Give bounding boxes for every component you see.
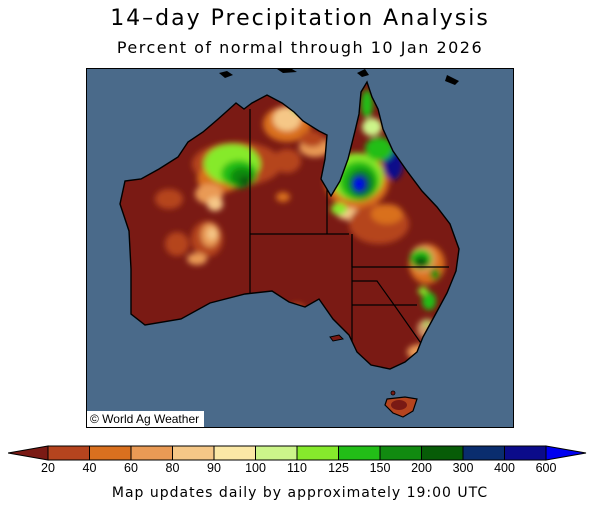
legend-swatch (130, 445, 173, 461)
legend-arrow-low (8, 445, 49, 461)
legend-label: 600 (535, 461, 557, 475)
legend-label: 110 (287, 461, 307, 475)
legend-label: 300 (452, 461, 474, 475)
legend-swatch (338, 445, 381, 461)
legend-colorbar (8, 445, 587, 461)
legend-arrow-high (545, 445, 587, 461)
map-title: 14–day Precipitation Analysis (110, 6, 490, 31)
legend-label: 80 (165, 461, 180, 475)
legend-label: 125 (328, 461, 349, 475)
legend-swatch (89, 445, 132, 461)
map-subtitle: Percent of normal through 10 Jan 2026 (116, 38, 484, 57)
legend-swatch (172, 445, 215, 461)
legend-swatch (462, 445, 505, 461)
precipitation-map: © World Ag Weather (86, 68, 514, 428)
legend-label: 40 (82, 461, 97, 475)
legend-swatch (47, 445, 90, 461)
legend-swatch (379, 445, 422, 461)
legend-label: 90 (207, 461, 221, 475)
legend-label: 400 (494, 461, 515, 475)
map-credit: © World Ag Weather (87, 411, 205, 427)
legend-label: 200 (411, 461, 432, 475)
legend-label: 150 (369, 461, 391, 475)
legend-swatch (255, 445, 298, 461)
legend-label: 100 (245, 461, 266, 475)
legend-swatch (296, 445, 339, 461)
legend-label: 20 (41, 461, 55, 475)
legend-label: 60 (124, 461, 138, 475)
legend-swatch (504, 445, 547, 461)
map-footnote: Map updates daily by approximately 19:00… (111, 485, 489, 501)
legend-swatch (421, 445, 464, 461)
legend-swatch (213, 445, 256, 461)
